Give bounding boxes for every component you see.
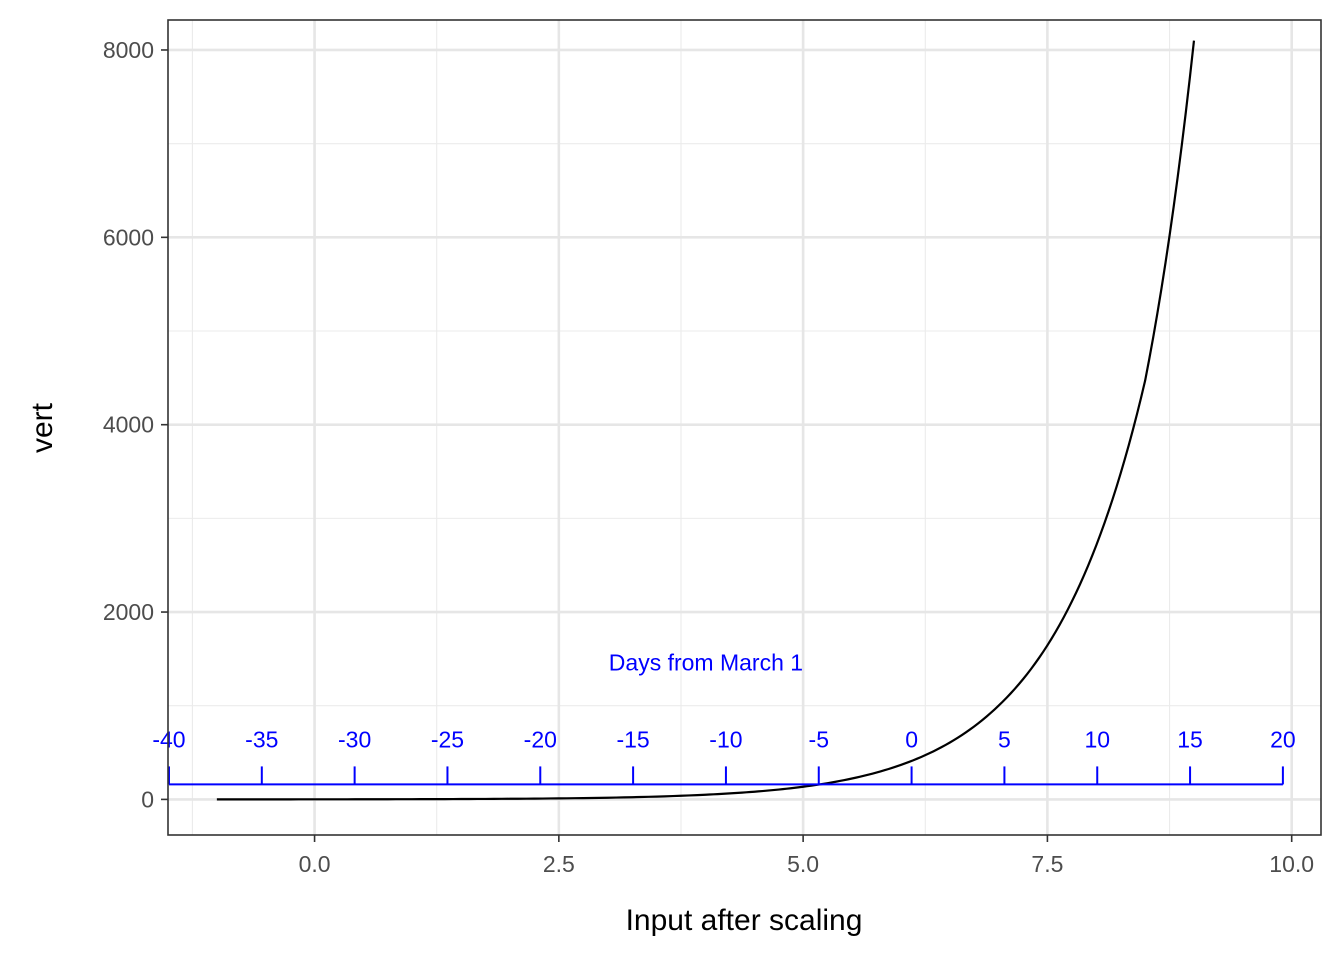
y-tick-label: 8000 (103, 37, 154, 63)
days-tick-label: -25 (431, 726, 464, 752)
days-tick-label: 0 (905, 726, 918, 752)
panel-background (168, 20, 1321, 835)
days-tick-label: -15 (616, 726, 649, 752)
y-axis: 0 2000 4000 6000 8000 (103, 37, 168, 812)
panel-border (167, 19, 1322, 836)
x-axis: 0.0 2.5 5.0 7.5 10.0 (299, 835, 1314, 877)
x-axis-title: Input after scaling (626, 904, 863, 937)
y-tick-label: 2000 (103, 599, 154, 625)
days-tick-label: 20 (1270, 726, 1296, 752)
grid-minor (168, 20, 1321, 835)
days-tick-label: -40 (152, 726, 185, 752)
y-axis-title: vert (26, 402, 59, 453)
x-tick-label: 2.5 (543, 851, 575, 877)
days-tick-label: 5 (998, 726, 1011, 752)
series-line (216, 40, 1196, 801)
x-tick-label: 7.5 (1031, 851, 1063, 877)
series-layer (216, 40, 1196, 801)
days-tick-label: 15 (1177, 726, 1203, 752)
y-tick-label: 6000 (103, 224, 154, 250)
days-tick-label: -5 (809, 726, 829, 752)
days-tick-label: -35 (245, 726, 278, 752)
x-tick-label: 10.0 (1269, 851, 1314, 877)
y-tick-label: 0 (141, 786, 154, 812)
days-from-march-axis: -40 -35 -30 -25 -20 -15 -10 -5 0 5 10 15 20 Days from… (152, 649, 1296, 786)
days-tick-label: -10 (709, 726, 742, 752)
days-tick-label: 10 (1084, 726, 1110, 752)
y-tick-label: 4000 (103, 412, 154, 438)
grid-major (168, 20, 1321, 835)
days-axis-title: Days from March 1 (609, 649, 803, 675)
x-tick-label: 0.0 (299, 851, 331, 877)
days-tick-label: -20 (524, 726, 557, 752)
x-tick-label: 5.0 (787, 851, 819, 877)
days-tick-label: -30 (338, 726, 371, 752)
